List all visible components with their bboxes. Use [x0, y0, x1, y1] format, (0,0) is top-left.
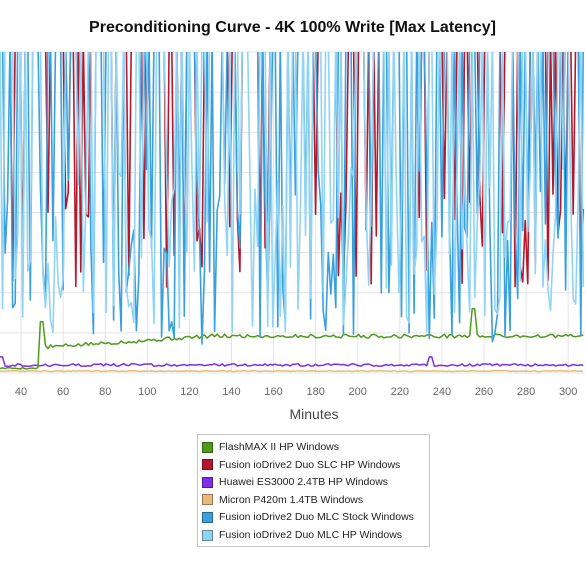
legend-item: Fusion ioDrive2 Duo MLC HP Windows: [202, 527, 402, 543]
x-tick-label: 260: [475, 386, 493, 398]
x-tick-label: 140: [222, 386, 240, 398]
legend-swatch: [202, 459, 213, 471]
legend-label: Fusion ioDrive2 Duo SLC HP Windows: [219, 458, 401, 471]
x-tick-label: 220: [391, 386, 409, 398]
x-tick-label: 80: [99, 386, 111, 398]
legend-item: Fusion ioDrive2 Duo MLC Stock Windows: [202, 509, 414, 525]
x-tick-label: 60: [57, 386, 69, 398]
legend-label: Huawei ES3000 2.4TB HP Windows: [219, 476, 389, 489]
legend-label: Fusion ioDrive2 Duo MLC HP Windows: [219, 529, 403, 541]
legend-swatch: [202, 494, 213, 506]
legend-label: Fusion ioDrive2 Duo MLC Stock Windows: [219, 511, 414, 524]
legend-swatch: [202, 511, 213, 523]
series-lines: [0, 52, 585, 373]
legend-item: Fusion ioDrive2 Duo SLC HP Windows: [202, 457, 400, 473]
legend-swatch: [202, 529, 213, 541]
x-tick-label: 300: [559, 386, 577, 398]
x-axis-label: Minutes: [289, 406, 338, 422]
legend-item: Micron P420m 1.4TB Windows: [202, 492, 363, 508]
x-tick-label: 100: [138, 386, 156, 398]
x-axis-ticks: 40 60 80 100 120 140 160 180 200 220 240 260 280 300: [15, 386, 577, 398]
chart-plot: 40 60 80 100 120 140 160 180 200 220 240 260 280 300 …: [0, 51, 585, 422]
legend-label: FlashMAX II HP Windows: [219, 441, 340, 453]
legend: FlashMAX II HP Windows Fusion ioDrive2 Du…: [197, 434, 430, 547]
x-tick-label: 160: [264, 386, 282, 398]
legend-label: Micron P420m 1.4TB Windows: [219, 493, 364, 506]
series-line: [0, 369, 584, 373]
legend-swatch: [202, 441, 213, 453]
series-line: [0, 52, 585, 334]
series-line: [0, 356, 584, 367]
legend-swatch: [202, 476, 213, 488]
x-tick-label: 280: [517, 386, 535, 398]
x-tick-label: 120: [180, 386, 198, 398]
chart-title: Preconditioning Curve - 4K 100% Write [M…: [89, 19, 496, 36]
x-tick-label: 40: [15, 386, 27, 398]
legend-item: Huawei ES3000 2.4TB HP Windows: [202, 474, 388, 490]
series-line: [0, 308, 584, 370]
x-tick-label: 180: [306, 386, 324, 398]
x-tick-label: 200: [349, 386, 367, 398]
legend-item: FlashMAX II HP Windows: [202, 439, 339, 455]
x-tick-label: 240: [433, 386, 451, 398]
